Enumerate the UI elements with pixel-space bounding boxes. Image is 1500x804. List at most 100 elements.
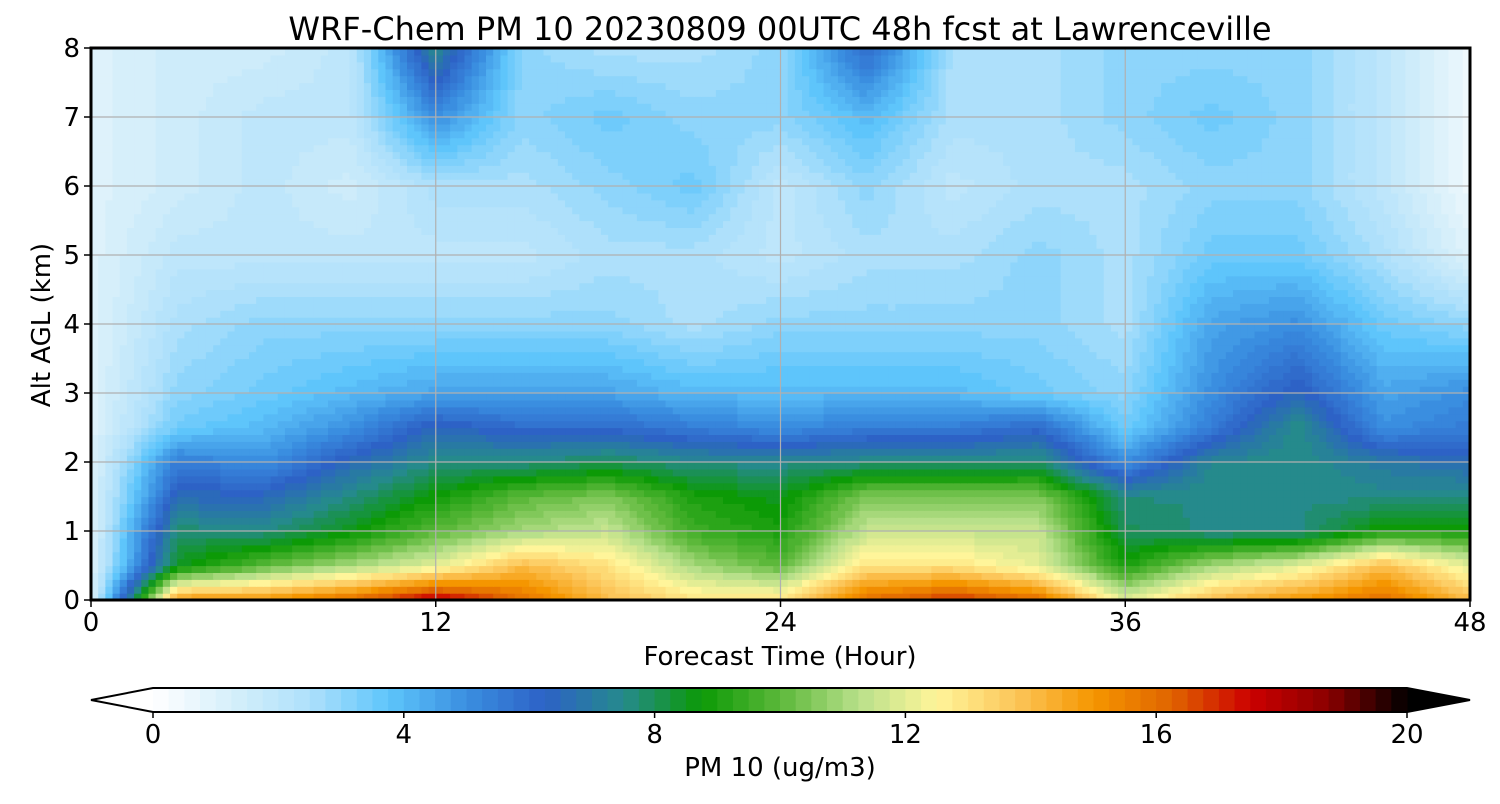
heatmap-cell: [356, 489, 365, 498]
heatmap-cell: [1426, 517, 1435, 525]
heatmap-cell: [299, 558, 308, 567]
heatmap-cell: [356, 517, 365, 525]
heatmap-cell: [1376, 531, 1385, 539]
heatmap-cell: [1426, 468, 1435, 477]
heatmap-cell: [845, 593, 853, 600]
heatmap-cell: [859, 558, 868, 567]
heatmap-cell: [241, 420, 250, 429]
heatmap-cell: [126, 441, 135, 449]
heatmap-cell: [830, 510, 839, 518]
heatmap-cell: [435, 420, 444, 429]
heatmap-cell: [177, 482, 185, 491]
heatmap-cell: [823, 496, 832, 504]
heatmap-cell: [1290, 475, 1299, 484]
heatmap-cell: [335, 537, 343, 546]
heatmap-cell: [938, 537, 947, 546]
heatmap-cell: [1039, 544, 1047, 553]
heatmap-cell: [428, 517, 437, 525]
heatmap-cell: [105, 468, 114, 477]
heatmap-cell: [758, 468, 767, 477]
heatmap-cell: [881, 462, 889, 470]
heatmap-cell: [363, 586, 372, 594]
heatmap-cell: [960, 496, 968, 504]
heatmap-cell: [1419, 586, 1428, 594]
heatmap-cell: [435, 455, 444, 463]
heatmap-cell: [758, 448, 767, 456]
heatmap-cell: [1412, 558, 1421, 567]
heatmap-cell: [902, 420, 911, 429]
heatmap-cell: [1146, 503, 1155, 511]
heatmap-cell: [342, 455, 351, 463]
heatmap-cell: [177, 455, 185, 463]
heatmap-cell: [1304, 496, 1313, 504]
heatmap-cell: [737, 517, 746, 525]
heatmap-cell: [507, 475, 516, 484]
heatmap-cell: [723, 468, 731, 477]
heatmap-cell: [284, 427, 293, 435]
heatmap-cell: [1225, 468, 1234, 477]
heatmap-cell: [1340, 455, 1349, 463]
heatmap-cell: [313, 551, 322, 560]
heatmap-cell: [579, 462, 588, 470]
heatmap-cell: [529, 544, 537, 553]
heatmap-cell: [1376, 537, 1385, 546]
heatmap-cell: [1240, 434, 1248, 442]
heatmap-cell: [658, 427, 667, 435]
heatmap-cell: [1319, 448, 1327, 456]
heatmap-cell: [1003, 510, 1011, 518]
heatmap-cell: [356, 482, 365, 491]
heatmap-cell: [529, 565, 537, 573]
heatmap-cell: [1060, 551, 1069, 560]
heatmap-cell: [529, 462, 537, 470]
heatmap-cell: [794, 531, 803, 539]
heatmap-cell: [636, 510, 645, 518]
heatmap-cell: [802, 455, 810, 463]
heatmap-cell: [1340, 510, 1349, 518]
heatmap-cell: [148, 544, 157, 553]
heatmap-cell: [500, 558, 509, 567]
heatmap-cell: [1232, 468, 1241, 477]
heatmap-cell: [1204, 524, 1213, 532]
heatmap-cell: [141, 517, 150, 525]
heatmap-cell: [787, 572, 796, 580]
heatmap-cell: [1125, 531, 1134, 539]
heatmap-cell: [1276, 503, 1284, 511]
heatmap-cell: [1161, 551, 1169, 560]
heatmap-cell: [1204, 572, 1213, 580]
heatmap-cell: [385, 420, 394, 429]
heatmap-cell: [98, 420, 106, 429]
heatmap-cell: [1039, 462, 1047, 470]
heatmap-cell: [572, 537, 580, 546]
heatmap-cell: [916, 448, 925, 456]
heatmap-cell: [615, 593, 624, 600]
heatmap-cell: [802, 441, 810, 449]
heatmap-cell: [234, 434, 243, 442]
heatmap-cell: [256, 586, 264, 594]
heatmap-cell: [651, 572, 659, 580]
heatmap-cell: [335, 420, 343, 429]
heatmap-cell: [1297, 524, 1306, 532]
heatmap-cell: [837, 537, 846, 546]
heatmap-cell: [780, 517, 789, 525]
heatmap-cell: [988, 482, 997, 491]
heatmap-cell: [1132, 475, 1141, 484]
heatmap-cell: [758, 503, 767, 511]
heatmap-cell: [1462, 551, 1470, 560]
heatmap-cell: [1441, 441, 1450, 449]
heatmap-cell: [1319, 503, 1327, 511]
heatmap-cell: [1276, 468, 1284, 477]
heatmap-cell: [866, 482, 875, 491]
heatmap-cell: [931, 420, 940, 429]
heatmap-cell: [1024, 434, 1033, 442]
heatmap-cell: [952, 441, 961, 449]
heatmap-cell: [1232, 496, 1241, 504]
heatmap-cell: [852, 482, 861, 491]
heatmap-cell: [119, 558, 128, 567]
heatmap-cell: [1197, 468, 1205, 477]
heatmap-cell: [960, 420, 968, 429]
heatmap-cell: [701, 531, 710, 539]
heatmap-cell: [572, 455, 580, 463]
heatmap-cell: [328, 558, 336, 567]
heatmap-cell: [1010, 482, 1019, 491]
heatmap-cell: [938, 531, 947, 539]
